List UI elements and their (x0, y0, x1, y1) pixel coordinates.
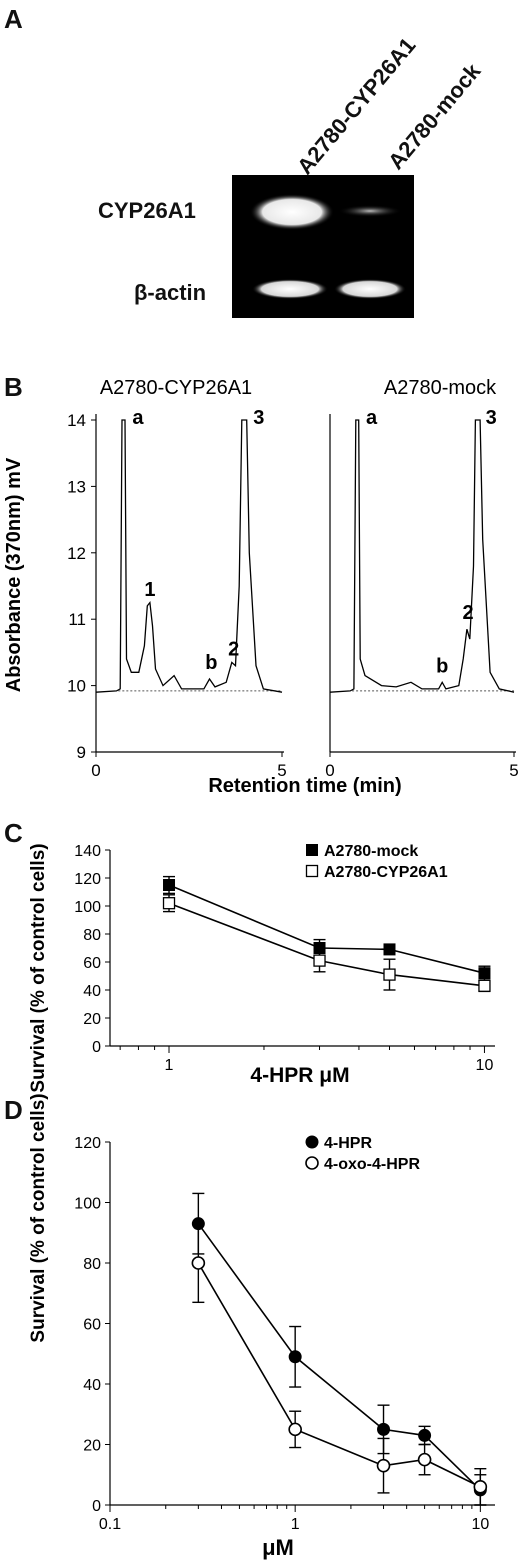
x-tick-label: 1 (165, 1057, 174, 1074)
data-point (163, 879, 176, 891)
data-point (418, 1428, 432, 1442)
data-point (306, 844, 318, 856)
band-actin-lane2 (334, 279, 406, 299)
y-tick-label: 60 (83, 955, 101, 972)
data-point (478, 979, 491, 992)
chromatogram-left-title: A2780-CYP26A1 (100, 377, 252, 399)
row-label-cyp26a1: CYP26A1 (98, 198, 196, 223)
peak-label: 1 (144, 579, 155, 601)
band-actin-lane1 (252, 279, 328, 299)
chart-d-xlabel: μM (262, 1535, 294, 1560)
peak-label: b (436, 655, 448, 677)
series-line (197, 1223, 481, 1491)
chart-c-ylabel: Survival (% of control cells) (28, 843, 49, 1092)
data-point (383, 943, 396, 956)
chromatogram-ylabel: Absorbance (370nm) mV (3, 457, 25, 692)
chromatogram-xlabel: Retention time (min) (208, 775, 401, 797)
data-point (383, 968, 396, 981)
series-line (197, 1262, 481, 1488)
y-tick-label: 9 (77, 743, 86, 762)
legend-label: A2780-CYP26A1 (324, 864, 448, 881)
y-tick-label: 11 (68, 610, 86, 629)
series-line (168, 902, 485, 987)
y-tick-label: 80 (83, 1256, 101, 1273)
data-point (376, 1458, 391, 1473)
y-tick-label: 40 (83, 983, 101, 1000)
y-tick-label: 40 (83, 1377, 101, 1394)
data-point (305, 1135, 319, 1149)
chart-d-ylabel: Survival (% of control cells) (28, 1093, 49, 1342)
peak-label: 2 (462, 602, 473, 624)
western-blot-image (232, 175, 414, 318)
band-cyp26a1-lane2 (338, 205, 402, 217)
data-point (288, 1350, 302, 1364)
data-point (162, 897, 176, 910)
y-tick-label: 10 (67, 677, 86, 696)
y-tick-label: 0 (92, 1039, 101, 1056)
x-tick-label: 10 (476, 1057, 494, 1074)
chromatogram-right: 0 5 a b 2 3 (325, 407, 518, 780)
data-point (377, 1422, 391, 1436)
data-point (313, 954, 326, 967)
chart-c-xlabel: 4-HPR μM (250, 1064, 349, 1087)
peak-label: 3 (253, 407, 264, 429)
y-tick-label: 140 (74, 843, 101, 860)
y-tick-label: 100 (74, 1196, 101, 1213)
legend-label: A2780-mock (324, 843, 418, 860)
chromatogram-trace (329, 419, 515, 693)
peak-label: a (132, 407, 144, 429)
series-line (168, 884, 485, 974)
x-tick-label: 0 (325, 761, 334, 780)
chromatogram-left: 9 10 11 12 13 14 0 5 a 1 b2 3 (67, 407, 287, 780)
chromatogram-panel: A2780-CYP26A1 A2780-mock Absorbance (370… (3, 377, 519, 797)
data-point (288, 1422, 302, 1437)
legend-label: 4-oxo-4-HPR (324, 1156, 420, 1173)
y-tick-label: 120 (74, 1135, 101, 1152)
y-tick-label: 80 (83, 927, 101, 944)
x-tick-label: 0.1 (99, 1516, 121, 1533)
y-tick-label: 0 (92, 1498, 101, 1515)
y-tick-label: 100 (74, 899, 101, 916)
legend-label: 4-HPR (324, 1135, 372, 1152)
data-point (305, 1156, 319, 1170)
y-tick-label: 12 (67, 544, 86, 563)
y-tick-label: 14 (67, 411, 86, 430)
y-tick-label: 13 (67, 477, 86, 496)
data-point (305, 864, 319, 878)
panel-label-a: A (4, 4, 23, 34)
x-tick-label: 5 (277, 761, 286, 780)
data-point (478, 967, 491, 980)
chromatogram-right-title: A2780-mock (384, 377, 497, 399)
chromatogram-trace (95, 419, 283, 693)
y-tick-label: 20 (83, 1438, 101, 1455)
x-tick-label: 1 (291, 1516, 300, 1533)
y-tick-label: 60 (83, 1317, 101, 1334)
y-tick-label: 20 (83, 1011, 101, 1028)
x-tick-label: 10 (471, 1516, 489, 1533)
panel-label-d: D (4, 1095, 23, 1125)
peak-label: b (205, 652, 217, 674)
panel-label-c: C (4, 818, 23, 848)
data-point (191, 1256, 206, 1270)
x-tick-label: 5 (509, 761, 518, 780)
peak-label: 2 (228, 639, 239, 661)
peak-label: 3 (486, 407, 497, 429)
band-cyp26a1-lane1 (250, 194, 334, 230)
row-label-actin: β-actin (134, 280, 207, 305)
survival-chart-d: Survival (% of control cells) μM 0 20 40 60… (28, 1093, 495, 1560)
survival-chart-c: Survival (% of control cells) 4-HPR μM 0… (28, 843, 495, 1093)
y-tick-label: 120 (74, 871, 101, 888)
data-point (473, 1480, 488, 1494)
peak-label: a (366, 407, 378, 429)
data-point (417, 1452, 432, 1467)
panel-label-b: B (4, 372, 23, 402)
x-tick-label: 0 (91, 761, 100, 780)
